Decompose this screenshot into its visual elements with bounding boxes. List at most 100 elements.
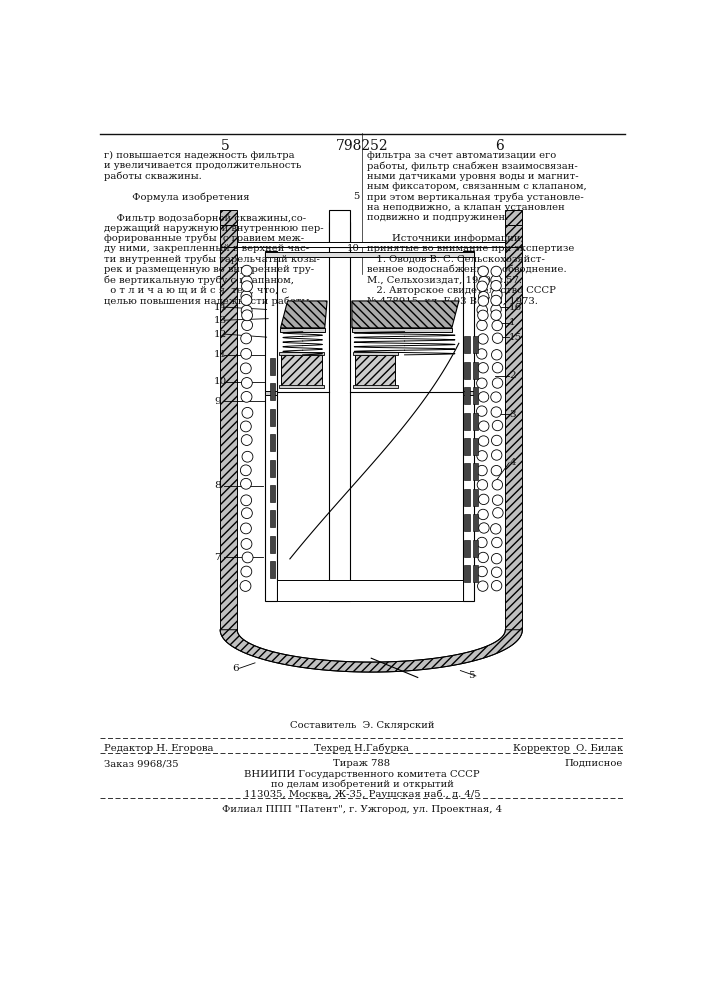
Circle shape <box>477 349 487 359</box>
Circle shape <box>492 333 503 343</box>
Bar <box>464 489 469 506</box>
Text: 2: 2 <box>509 371 516 380</box>
Circle shape <box>479 276 489 287</box>
Bar <box>464 362 469 379</box>
Circle shape <box>478 296 489 306</box>
Circle shape <box>242 320 252 331</box>
Circle shape <box>493 508 503 518</box>
Bar <box>464 387 469 404</box>
Circle shape <box>478 363 489 373</box>
Circle shape <box>241 495 252 506</box>
Bar <box>473 362 478 379</box>
Bar <box>473 438 478 455</box>
Circle shape <box>477 566 487 577</box>
Text: 6: 6 <box>495 139 503 153</box>
Circle shape <box>477 378 487 388</box>
Text: работы скважины.: работы скважины. <box>104 172 201 181</box>
Bar <box>353 385 397 388</box>
Circle shape <box>479 494 489 505</box>
Text: о т л и ч а ю щ и й с я  тем, что, с: о т л и ч а ю щ и й с я тем, что, с <box>104 286 287 295</box>
Circle shape <box>241 539 252 549</box>
Bar <box>270 485 275 502</box>
Circle shape <box>492 495 503 505</box>
Bar <box>220 247 237 630</box>
Circle shape <box>491 435 502 446</box>
Polygon shape <box>281 301 327 328</box>
Circle shape <box>491 275 501 285</box>
Bar <box>464 336 469 353</box>
Text: 9: 9 <box>214 397 221 406</box>
Circle shape <box>479 392 489 402</box>
Bar <box>464 540 469 557</box>
Circle shape <box>240 465 251 476</box>
Bar <box>270 510 275 527</box>
Circle shape <box>479 523 489 533</box>
Circle shape <box>477 320 487 330</box>
Text: 4: 4 <box>509 458 516 467</box>
Bar <box>270 460 275 477</box>
Bar <box>353 352 397 355</box>
Bar <box>279 352 324 355</box>
Circle shape <box>478 552 489 563</box>
Bar <box>464 463 469 480</box>
Text: Составитель  Э. Склярский: Составитель Э. Склярский <box>290 721 434 730</box>
Circle shape <box>491 465 502 476</box>
Text: М., Сельхозиздат, 1960, с.57.: М., Сельхозиздат, 1960, с.57. <box>368 276 522 285</box>
Circle shape <box>240 478 252 489</box>
Text: Филиал ППП "Патент", г. Ужгород, ул. Проектная, 4: Филиал ППП "Патент", г. Ужгород, ул. Про… <box>222 805 502 814</box>
Text: Техред Н.Габурка: Техред Н.Габурка <box>315 744 409 753</box>
Text: на неподвижно, а клапан установлен: на неподвижно, а клапан установлен <box>368 203 565 212</box>
Bar <box>329 210 351 247</box>
Circle shape <box>241 435 252 445</box>
Text: 3: 3 <box>509 410 516 419</box>
Bar <box>464 514 469 531</box>
Text: ду ними, закрепленный в верхней час-: ду ними, закрепленный в верхней час- <box>104 244 309 253</box>
Text: 6: 6 <box>232 664 238 673</box>
Circle shape <box>491 524 501 534</box>
Text: 13: 13 <box>214 316 227 325</box>
Bar <box>270 409 275 426</box>
Bar <box>464 565 469 582</box>
Text: 8: 8 <box>214 481 221 490</box>
Bar <box>237 242 506 247</box>
Text: 14: 14 <box>214 303 227 312</box>
Text: Формула изобретения: Формула изобретения <box>104 192 250 202</box>
Circle shape <box>241 295 252 305</box>
Text: 16: 16 <box>509 303 522 312</box>
Circle shape <box>242 552 253 563</box>
Bar <box>506 247 522 630</box>
Circle shape <box>491 310 501 320</box>
Circle shape <box>242 281 252 292</box>
Circle shape <box>492 420 503 431</box>
Circle shape <box>478 334 488 344</box>
Circle shape <box>491 392 501 402</box>
Circle shape <box>491 266 501 277</box>
Circle shape <box>477 406 487 416</box>
Text: 5: 5 <box>354 192 360 201</box>
Bar <box>352 328 452 332</box>
Bar <box>220 210 237 225</box>
Circle shape <box>478 266 489 276</box>
Circle shape <box>491 450 502 460</box>
Circle shape <box>491 407 501 417</box>
Text: по делам изобретений и открытий: по делам изобретений и открытий <box>271 780 453 789</box>
Circle shape <box>241 378 252 388</box>
Text: подвижно и подпружинен.: подвижно и подпружинен. <box>368 213 508 222</box>
Circle shape <box>477 465 487 476</box>
Circle shape <box>491 280 501 291</box>
Bar <box>506 210 522 225</box>
Bar <box>355 355 395 386</box>
Circle shape <box>242 451 253 462</box>
Bar <box>265 252 474 257</box>
Text: г) повышается надежность фильтра: г) повышается надежность фильтра <box>104 151 295 160</box>
Circle shape <box>242 310 252 321</box>
Circle shape <box>491 580 502 591</box>
Polygon shape <box>237 630 506 662</box>
Circle shape <box>477 537 487 548</box>
Circle shape <box>491 553 502 564</box>
Circle shape <box>477 581 488 591</box>
Bar <box>473 565 478 582</box>
Text: целью повышения надежности работы: целью повышения надежности работы <box>104 296 309 306</box>
Circle shape <box>479 436 489 446</box>
Text: при этом вертикальная труба установле-: при этом вертикальная труба установле- <box>368 192 584 202</box>
